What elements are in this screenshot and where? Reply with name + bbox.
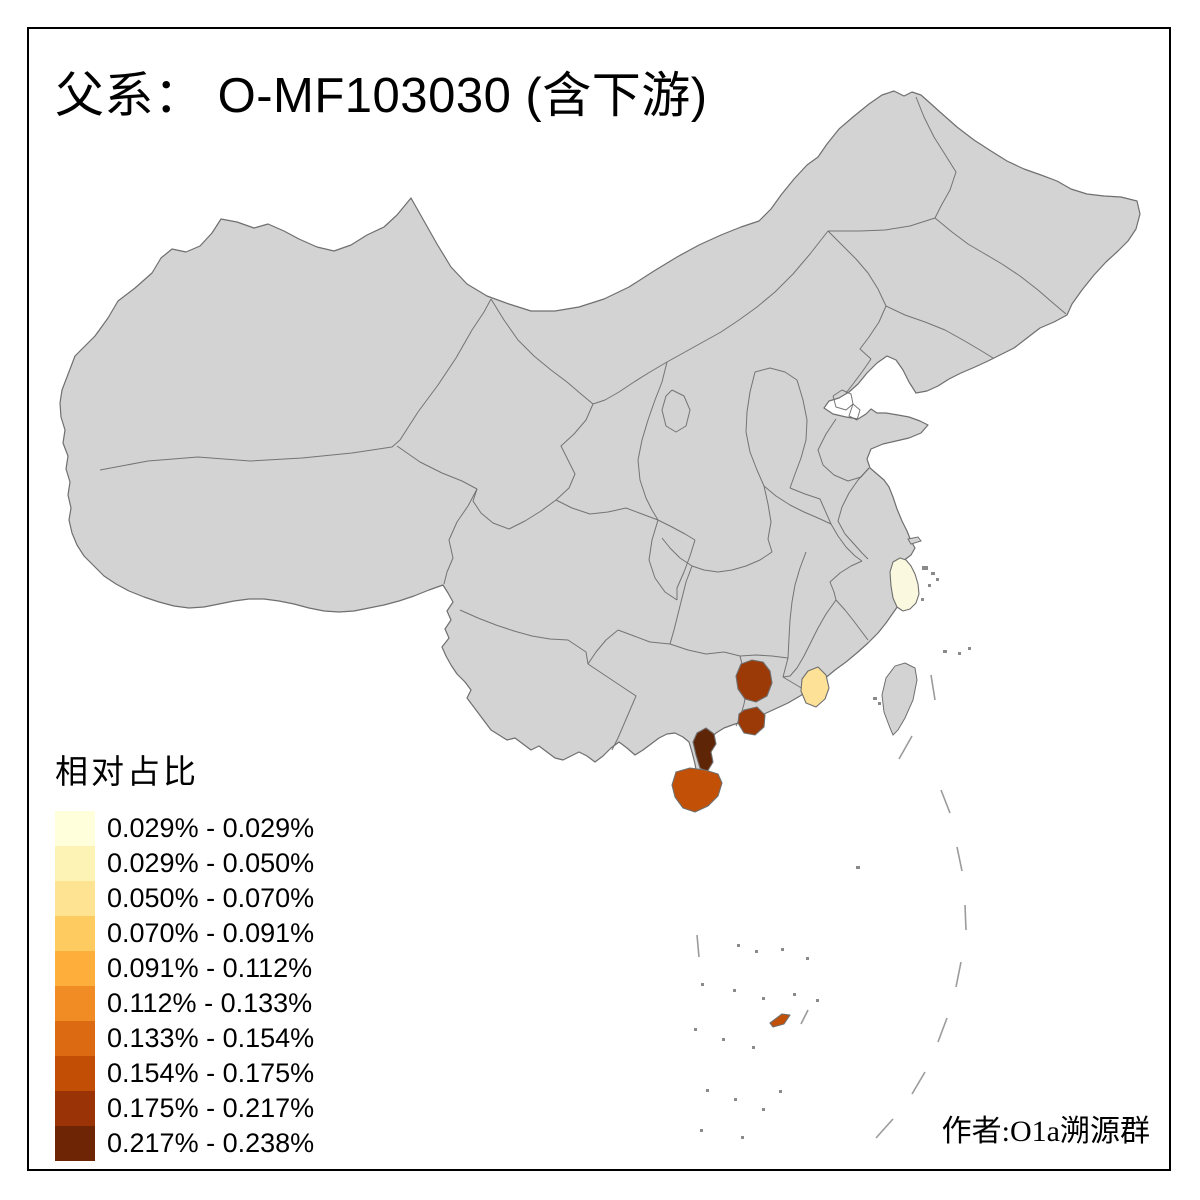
legend-row: 0.070% - 0.091% — [55, 916, 395, 951]
legend-label: 0.029% - 0.029% — [107, 813, 315, 843]
legend-row: 0.133% - 0.154% — [55, 1021, 395, 1056]
legend-label: 0.154% - 0.175% — [107, 1058, 315, 1088]
legend-label: 0.050% - 0.070% — [107, 883, 315, 913]
highlighted-regions — [671, 557, 920, 1028]
legend-row: 0.050% - 0.070% — [55, 881, 395, 916]
legend-swatch — [55, 1021, 95, 1056]
legend-swatch — [55, 916, 95, 951]
legend-row: 0.112% - 0.133% — [55, 986, 395, 1021]
title-prefix: 父系： — [55, 68, 204, 123]
region-hainan — [671, 767, 723, 813]
legend-swatch — [55, 986, 95, 1021]
legend-swatch — [55, 1056, 95, 1091]
region-zhanjiang — [692, 727, 717, 773]
region-heyuan — [800, 666, 830, 708]
legend-swatch — [55, 1126, 95, 1161]
legend: 相对占比 0.029% - 0.029% 0.029% - 0.050% 0.050… — [55, 745, 395, 1161]
nine-dash-line — [696, 674, 967, 1139]
legend-row: 0.091% - 0.112% — [55, 951, 395, 986]
province-borders — [99, 96, 1067, 751]
legend-swatch — [55, 846, 95, 881]
region-maoming — [737, 706, 766, 736]
page-title: 父系： O-MF103030 (含下游) — [55, 56, 708, 127]
legend-row: 0.217% - 0.238% — [55, 1126, 395, 1161]
islands — [694, 536, 971, 1139]
legend-swatch — [55, 881, 95, 916]
legend-row: 0.029% - 0.050% — [55, 846, 395, 881]
legend-label: 0.112% - 0.133% — [107, 988, 313, 1018]
legend-title: 相对占比 — [55, 755, 199, 791]
legend-label: 0.217% - 0.238% — [107, 1128, 315, 1158]
legend-swatch — [55, 811, 95, 846]
legend-label: 0.175% - 0.217% — [107, 1093, 315, 1123]
legend-label: 0.070% - 0.091% — [107, 918, 315, 948]
legend-label: 0.091% - 0.112% — [107, 953, 313, 983]
chongming-island — [907, 536, 922, 545]
region-shaoxing-ningbo — [889, 557, 920, 612]
title-main: O-MF103030 (含下游) — [203, 69, 708, 123]
legend-row: 0.029% - 0.029% — [55, 811, 395, 846]
legend-row: 0.154% - 0.175% — [55, 1056, 395, 1091]
legend-items: 0.029% - 0.029% 0.029% - 0.050% 0.050% - 0… — [55, 811, 395, 1161]
attribution: 作者:O1a溯源群 — [941, 1115, 1150, 1148]
legend-row: 0.175% - 0.217% — [55, 1091, 395, 1126]
region-wuzhou — [735, 659, 773, 703]
taiwan-island — [881, 662, 918, 736]
legend-swatch — [55, 951, 95, 986]
legend-label: 0.029% - 0.050% — [107, 848, 315, 878]
region-scs-island — [769, 1013, 791, 1028]
china-mainland — [59, 90, 1141, 783]
legend-swatch — [55, 1091, 95, 1126]
legend-label: 0.133% - 0.154% — [107, 1023, 315, 1053]
